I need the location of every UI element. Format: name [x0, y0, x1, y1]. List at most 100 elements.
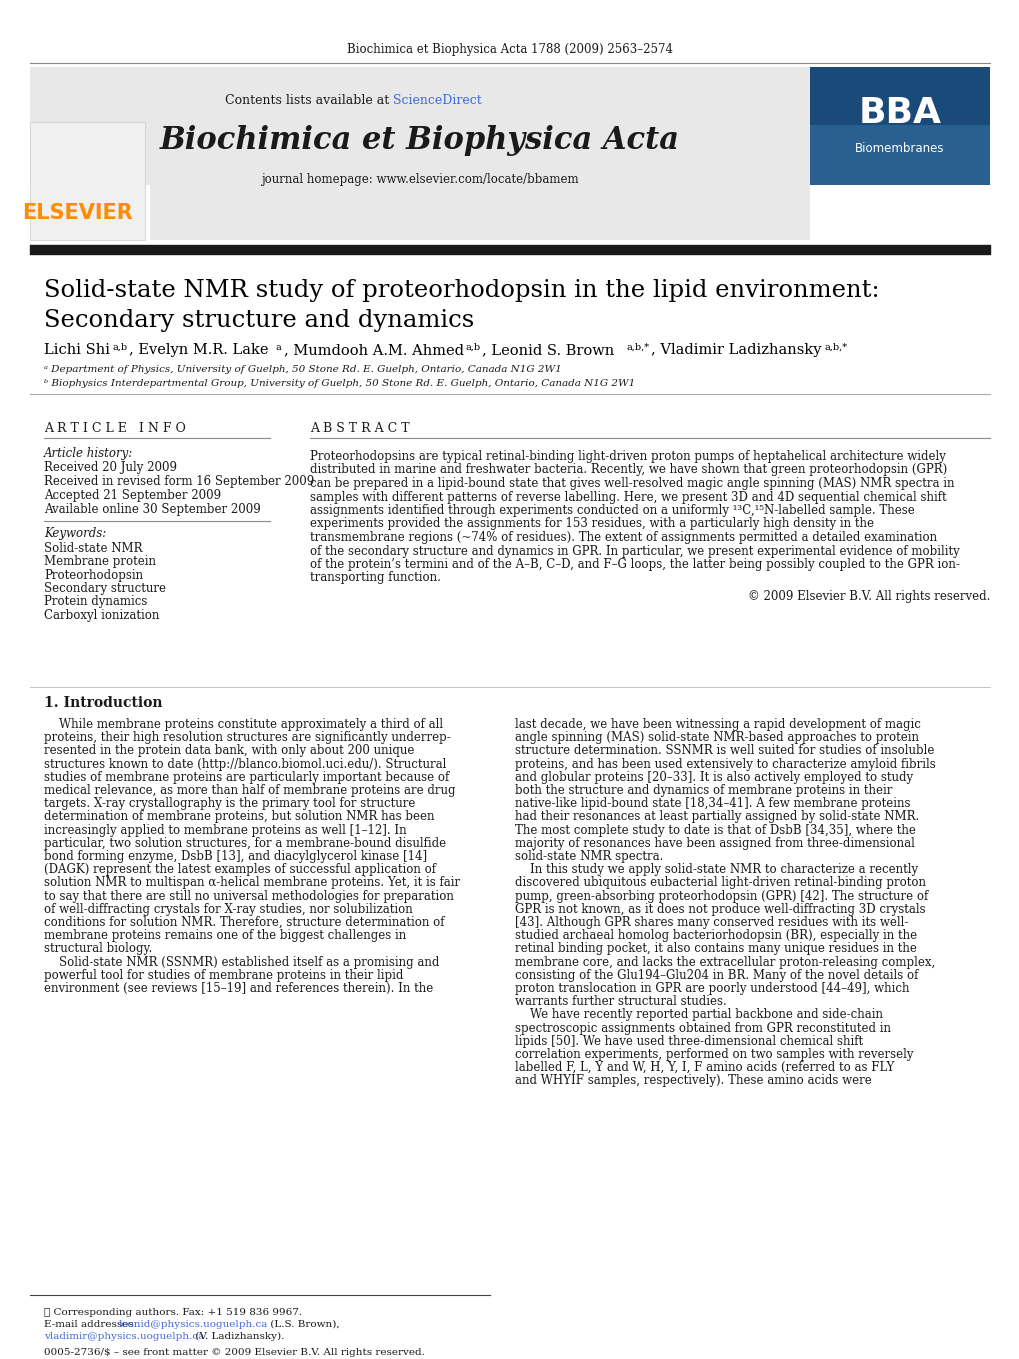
Text: Proteorhodopsin: Proteorhodopsin	[44, 568, 143, 582]
Text: solution NMR to multispan α-helical membrane proteins. Yet, it is fair: solution NMR to multispan α-helical memb…	[44, 877, 460, 889]
Text: retinal binding pocket, it also contains many unique residues in the: retinal binding pocket, it also contains…	[515, 942, 916, 955]
Text: BBA: BBA	[858, 96, 941, 130]
Text: of the secondary structure and dynamics in GPR. In particular, we present experi: of the secondary structure and dynamics …	[310, 545, 959, 557]
Text: discovered ubiquitous eubacterial light-driven retinal-binding proton: discovered ubiquitous eubacterial light-…	[515, 877, 925, 889]
Text: , Vladimir Ladizhansky: , Vladimir Ladizhansky	[650, 342, 820, 357]
Text: While membrane proteins constitute approximately a third of all: While membrane proteins constitute appro…	[44, 718, 442, 731]
Text: ☆ Corresponding authors. Fax: +1 519 836 9967.: ☆ Corresponding authors. Fax: +1 519 836…	[44, 1307, 302, 1317]
Text: Received 20 July 2009: Received 20 July 2009	[44, 462, 177, 474]
Text: Proteorhodopsins are typical retinal-binding light-driven proton pumps of heptah: Proteorhodopsins are typical retinal-bin…	[310, 450, 945, 463]
Text: 1. Introduction: 1. Introduction	[44, 696, 162, 709]
Text: a,b: a,b	[466, 342, 481, 352]
Text: increasingly applied to membrane proteins as well [1–12]. In: increasingly applied to membrane protein…	[44, 824, 407, 837]
Text: Received in revised form 16 September 2009: Received in revised form 16 September 20…	[44, 476, 314, 488]
Text: studies of membrane proteins are particularly important because of: studies of membrane proteins are particu…	[44, 771, 448, 784]
Text: Keywords:: Keywords:	[44, 527, 106, 541]
Text: and globular proteins [20–33]. It is also actively employed to study: and globular proteins [20–33]. It is als…	[515, 771, 912, 784]
Text: both the structure and dynamics of membrane proteins in their: both the structure and dynamics of membr…	[515, 784, 892, 796]
Text: A B S T R A C T: A B S T R A C T	[310, 421, 410, 435]
Text: Solid-state NMR study of proteorhodopsin in the lipid environment:: Solid-state NMR study of proteorhodopsin…	[44, 280, 878, 303]
Text: targets. X-ray crystallography is the primary tool for structure: targets. X-ray crystallography is the pr…	[44, 798, 415, 810]
Text: , Evelyn M.R. Lake: , Evelyn M.R. Lake	[128, 342, 268, 357]
Text: proton translocation in GPR are poorly understood [44–49], which: proton translocation in GPR are poorly u…	[515, 983, 909, 995]
Text: structural biology.: structural biology.	[44, 942, 152, 955]
Text: assignments identified through experiments conducted on a uniformly ¹³C,¹⁵N-labe: assignments identified through experimen…	[310, 504, 914, 516]
Text: A R T I C L E   I N F O: A R T I C L E I N F O	[44, 421, 185, 435]
Text: majority of resonances have been assigned from three-dimensional: majority of resonances have been assigne…	[515, 837, 914, 849]
Text: to say that there are still no universal methodologies for preparation: to say that there are still no universal…	[44, 890, 453, 902]
FancyBboxPatch shape	[809, 125, 989, 185]
Text: The most complete study to date is that of DsbB [34,35], where the: The most complete study to date is that …	[515, 824, 915, 837]
Text: consisting of the Glu194–Glu204 in BR. Many of the novel details of: consisting of the Glu194–Glu204 in BR. M…	[515, 969, 917, 981]
Text: conditions for solution NMR. Therefore, structure determination of: conditions for solution NMR. Therefore, …	[44, 916, 444, 930]
Text: structure determination. SSNMR is well suited for studies of insoluble: structure determination. SSNMR is well s…	[515, 745, 933, 757]
Text: Contents lists available at: Contents lists available at	[224, 94, 392, 106]
FancyBboxPatch shape	[30, 67, 809, 185]
Text: membrane core, and lacks the extracellular proton-releasing complex,: membrane core, and lacks the extracellul…	[515, 955, 934, 969]
Text: structures known to date (http://blanco.biomol.uci.edu/). Structural: structures known to date (http://blanco.…	[44, 757, 446, 771]
Text: , Leonid S. Brown: , Leonid S. Brown	[482, 342, 613, 357]
Text: a: a	[276, 342, 281, 352]
Text: environment (see reviews [15–19] and references therein). In the: environment (see reviews [15–19] and ref…	[44, 983, 433, 995]
Text: ScienceDirect: ScienceDirect	[392, 94, 481, 106]
Text: warrants further structural studies.: warrants further structural studies.	[515, 995, 726, 1008]
Text: lipids [50]. We have used three-dimensional chemical shift: lipids [50]. We have used three-dimensio…	[515, 1034, 862, 1048]
FancyBboxPatch shape	[150, 182, 809, 241]
Text: powerful tool for studies of membrane proteins in their lipid: powerful tool for studies of membrane pr…	[44, 969, 403, 981]
Text: correlation experiments, performed on two samples with reversely: correlation experiments, performed on tw…	[515, 1048, 913, 1061]
Text: © 2009 Elsevier B.V. All rights reserved.: © 2009 Elsevier B.V. All rights reserved…	[747, 590, 989, 603]
Text: solid-state NMR spectra.: solid-state NMR spectra.	[515, 849, 662, 863]
Text: medical relevance, as more than half of membrane proteins are drug: medical relevance, as more than half of …	[44, 784, 455, 796]
Text: a,b,*: a,b,*	[627, 342, 649, 352]
Text: distributed in marine and freshwater bacteria. Recently, we have shown that gree: distributed in marine and freshwater bac…	[310, 463, 947, 477]
Text: vladimir@physics.uoguelph.ca: vladimir@physics.uoguelph.ca	[44, 1332, 204, 1341]
Text: Secondary structure: Secondary structure	[44, 582, 166, 595]
Text: studied archaeal homolog bacteriorhodopsin (BR), especially in the: studied archaeal homolog bacteriorhodops…	[515, 930, 916, 942]
Text: [43]. Although GPR shares many conserved residues with its well-: [43]. Although GPR shares many conserved…	[515, 916, 908, 930]
Text: labelled F, L, Y and W, H, Y, I, F amino acids (referred to as FLY: labelled F, L, Y and W, H, Y, I, F amino…	[515, 1061, 894, 1074]
Text: bond forming enzyme, DsbB [13], and diacylglycerol kinase [14]: bond forming enzyme, DsbB [13], and diac…	[44, 849, 427, 863]
Text: ELSEVIER: ELSEVIER	[22, 202, 133, 223]
Text: ᵇ Biophysics Interdepartmental Group, University of Guelph, 50 Stone Rd. E. Guel: ᵇ Biophysics Interdepartmental Group, Un…	[44, 379, 635, 387]
Text: Lichi Shi: Lichi Shi	[44, 342, 110, 357]
Text: , Mumdooh A.M. Ahmed: , Mumdooh A.M. Ahmed	[283, 342, 464, 357]
Text: spectroscopic assignments obtained from GPR reconstituted in: spectroscopic assignments obtained from …	[515, 1022, 891, 1034]
Text: 0005-2736/$ – see front matter © 2009 Elsevier B.V. All rights reserved.: 0005-2736/$ – see front matter © 2009 El…	[44, 1348, 425, 1358]
Text: In this study we apply solid-state NMR to characterize a recently: In this study we apply solid-state NMR t…	[515, 863, 917, 877]
Text: Accepted 21 September 2009: Accepted 21 September 2009	[44, 489, 221, 503]
Text: a,b: a,b	[113, 342, 128, 352]
Text: of well-diffracting crystals for X-ray studies, nor solubilization: of well-diffracting crystals for X-ray s…	[44, 902, 413, 916]
Text: GPR is not known, as it does not produce well-diffracting 3D crystals: GPR is not known, as it does not produce…	[515, 902, 924, 916]
Text: Biochimica et Biophysica Acta 1788 (2009) 2563–2574: Biochimica et Biophysica Acta 1788 (2009…	[346, 43, 673, 57]
Text: native-like lipid-bound state [18,34–41]. A few membrane proteins: native-like lipid-bound state [18,34–41]…	[515, 798, 910, 810]
Text: proteins, and has been used extensively to characterize amyloid fibrils: proteins, and has been used extensively …	[515, 757, 934, 771]
Text: had their resonances at least partially assigned by solid-state NMR.: had their resonances at least partially …	[515, 810, 918, 824]
Text: membrane proteins remains one of the biggest challenges in: membrane proteins remains one of the big…	[44, 930, 406, 942]
FancyBboxPatch shape	[809, 67, 989, 185]
Text: (L.S. Brown),: (L.S. Brown),	[267, 1320, 339, 1329]
Text: Carboxyl ionization: Carboxyl ionization	[44, 609, 159, 622]
Text: Biochimica et Biophysica Acta: Biochimica et Biophysica Acta	[160, 125, 680, 155]
Text: E-mail addresses:: E-mail addresses:	[44, 1320, 141, 1329]
Text: can be prepared in a lipid-bound state that gives well-resolved magic angle spin: can be prepared in a lipid-bound state t…	[310, 477, 954, 491]
Text: determination of membrane proteins, but solution NMR has been: determination of membrane proteins, but …	[44, 810, 434, 824]
Text: transporting function.: transporting function.	[310, 572, 440, 584]
Text: Solid-state NMR (SSNMR) established itself as a promising and: Solid-state NMR (SSNMR) established itse…	[44, 955, 439, 969]
Text: Biomembranes: Biomembranes	[854, 143, 944, 155]
Text: proteins, their high resolution structures are significantly underrep-: proteins, their high resolution structur…	[44, 731, 450, 745]
Text: We have recently reported partial backbone and side-chain: We have recently reported partial backbo…	[515, 1008, 882, 1022]
FancyBboxPatch shape	[30, 122, 145, 241]
Text: Solid-state NMR: Solid-state NMR	[44, 541, 143, 554]
Text: transmembrane regions (~74% of residues). The extent of assignments permitted a : transmembrane regions (~74% of residues)…	[310, 531, 936, 544]
Text: Membrane protein: Membrane protein	[44, 554, 156, 568]
Text: Available online 30 September 2009: Available online 30 September 2009	[44, 503, 261, 516]
Text: angle spinning (MAS) solid-state NMR-based approaches to protein: angle spinning (MAS) solid-state NMR-bas…	[515, 731, 918, 745]
Text: ᵃ Department of Physics, University of Guelph, 50 Stone Rd. E. Guelph, Ontario, : ᵃ Department of Physics, University of G…	[44, 364, 561, 374]
Text: pump, green-absorbing proteorhodopsin (GPR) [42]. The structure of: pump, green-absorbing proteorhodopsin (G…	[515, 890, 927, 902]
Text: a,b,*: a,b,*	[824, 342, 847, 352]
Text: last decade, we have been witnessing a rapid development of magic: last decade, we have been witnessing a r…	[515, 718, 920, 731]
Text: (V. Ladizhansky).: (V. Ladizhansky).	[192, 1332, 284, 1341]
Text: samples with different patterns of reverse labelling. Here, we present 3D and 4D: samples with different patterns of rever…	[310, 491, 946, 503]
Text: Secondary structure and dynamics: Secondary structure and dynamics	[44, 308, 474, 332]
Text: and WHYIF samples, respectively). These amino acids were: and WHYIF samples, respectively). These …	[515, 1075, 871, 1087]
